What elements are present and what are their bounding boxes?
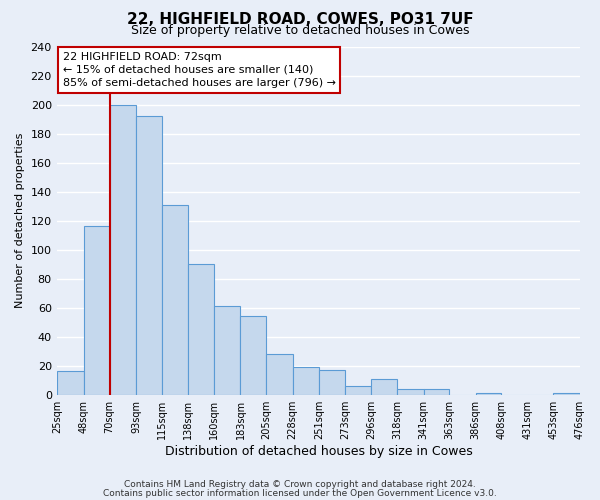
Text: 22, HIGHFIELD ROAD, COWES, PO31 7UF: 22, HIGHFIELD ROAD, COWES, PO31 7UF — [127, 12, 473, 28]
Bar — [136, 116, 161, 394]
Bar — [214, 306, 241, 394]
Bar — [319, 370, 345, 394]
Bar — [345, 386, 371, 394]
Bar — [241, 316, 266, 394]
Y-axis label: Number of detached properties: Number of detached properties — [15, 133, 25, 308]
Bar — [397, 389, 424, 394]
Bar — [266, 354, 293, 395]
Bar — [110, 104, 136, 395]
Bar — [293, 367, 319, 394]
Text: Contains public sector information licensed under the Open Government Licence v3: Contains public sector information licen… — [103, 488, 497, 498]
X-axis label: Distribution of detached houses by size in Cowes: Distribution of detached houses by size … — [165, 444, 473, 458]
Bar — [424, 389, 449, 394]
Bar — [188, 264, 214, 394]
Bar — [58, 372, 84, 394]
Text: Size of property relative to detached houses in Cowes: Size of property relative to detached ho… — [131, 24, 469, 37]
Bar — [161, 204, 188, 394]
Bar — [371, 378, 397, 394]
Text: Contains HM Land Registry data © Crown copyright and database right 2024.: Contains HM Land Registry data © Crown c… — [124, 480, 476, 489]
Text: 22 HIGHFIELD ROAD: 72sqm
← 15% of detached houses are smaller (140)
85% of semi-: 22 HIGHFIELD ROAD: 72sqm ← 15% of detach… — [62, 52, 335, 88]
Bar — [84, 226, 110, 394]
